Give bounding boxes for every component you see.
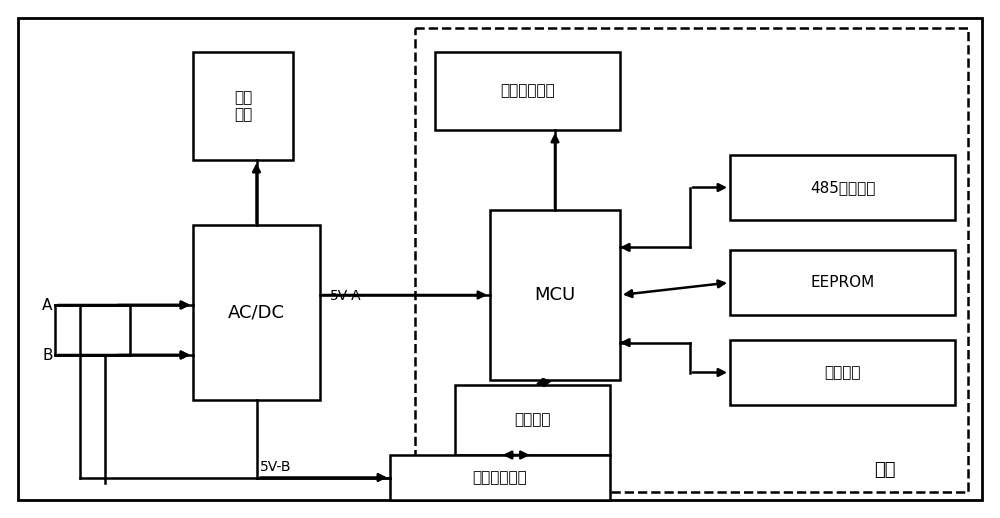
Text: 液晶显示电路: 液晶显示电路 bbox=[500, 83, 555, 98]
Bar bbox=[415, 28, 968, 492]
Text: 按键电路: 按键电路 bbox=[824, 365, 861, 380]
Text: 电源
指示: 电源 指示 bbox=[234, 90, 252, 122]
Text: EEPROM: EEPROM bbox=[810, 275, 875, 290]
Text: 主板: 主板 bbox=[874, 461, 896, 479]
Text: 5V-A: 5V-A bbox=[330, 289, 362, 303]
Bar bbox=[193, 52, 293, 160]
Text: 电力载波接口: 电力载波接口 bbox=[473, 470, 527, 485]
Text: 5V-B: 5V-B bbox=[260, 460, 292, 474]
Bar bbox=[730, 340, 955, 405]
Bar bbox=[730, 250, 955, 315]
Bar bbox=[490, 210, 620, 380]
Text: 485接口电路: 485接口电路 bbox=[810, 180, 875, 195]
Text: B: B bbox=[42, 348, 52, 363]
Text: MCU: MCU bbox=[534, 286, 576, 304]
Text: A: A bbox=[42, 297, 52, 312]
Bar bbox=[455, 385, 610, 455]
Bar bbox=[390, 455, 610, 500]
Bar bbox=[435, 52, 620, 130]
Text: 光耦电路: 光耦电路 bbox=[514, 412, 551, 427]
Text: AC/DC: AC/DC bbox=[228, 304, 285, 322]
Bar bbox=[730, 155, 955, 220]
Bar bbox=[193, 225, 320, 400]
